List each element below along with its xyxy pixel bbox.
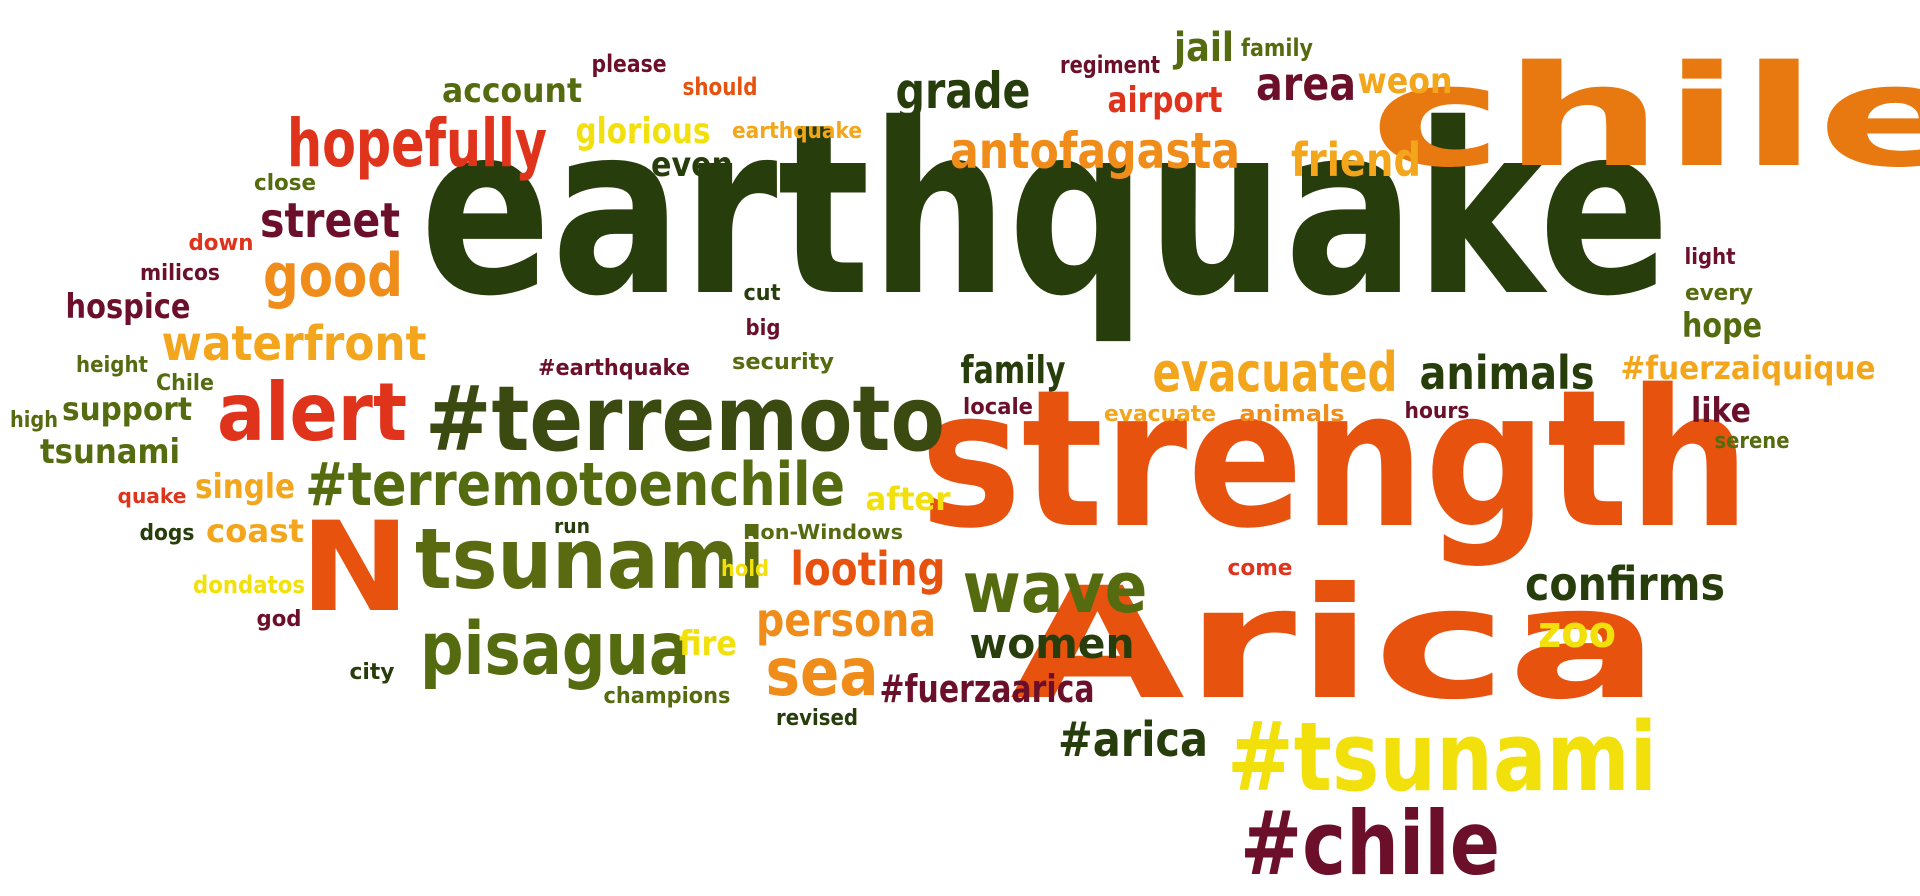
cloud-word: jail bbox=[1172, 25, 1234, 71]
cloud-word: strength bbox=[920, 349, 1750, 570]
cloud-word: airport bbox=[1108, 80, 1223, 121]
cloud-word: good bbox=[263, 241, 403, 311]
cloud-word: family bbox=[961, 348, 1066, 392]
cloud-word: women bbox=[970, 619, 1135, 668]
cloud-word: dogs bbox=[140, 521, 195, 546]
cloud-word: Chile bbox=[156, 371, 214, 396]
cloud-word: antofagasta bbox=[950, 122, 1240, 180]
cloud-word: big bbox=[746, 316, 781, 341]
cloud-word: #fuerzaiquique bbox=[1621, 349, 1876, 387]
cloud-word: looting bbox=[791, 542, 946, 596]
cloud-word: single bbox=[195, 467, 295, 507]
cloud-word: even bbox=[651, 145, 733, 185]
cloud-word: friend bbox=[1291, 133, 1421, 187]
cloud-word: street bbox=[260, 193, 400, 249]
cloud-word: #earthquake bbox=[538, 356, 690, 381]
cloud-word: height bbox=[76, 353, 148, 378]
cloud-word: after bbox=[866, 480, 951, 518]
cloud-word: hope bbox=[1682, 306, 1762, 346]
cloud-word: milicos bbox=[140, 261, 220, 286]
cloud-word: cut bbox=[744, 281, 781, 306]
cloud-word: quake bbox=[118, 484, 187, 508]
cloud-word: should bbox=[683, 73, 758, 101]
cloud-word: like bbox=[1691, 391, 1751, 431]
cloud-word: N bbox=[300, 496, 410, 640]
cloud-word: Arica bbox=[1010, 555, 1660, 734]
cloud-word: down bbox=[189, 231, 254, 256]
cloud-word: account bbox=[442, 71, 582, 111]
cloud-word: #tsunami bbox=[1227, 703, 1657, 813]
cloud-word: #terremoto bbox=[425, 367, 945, 472]
cloud-word: #chile bbox=[1240, 792, 1500, 895]
cloud-word: sea bbox=[766, 634, 879, 711]
cloud-word: glorious bbox=[576, 111, 711, 152]
cloud-word: hopefully bbox=[287, 105, 547, 182]
cloud-word: every bbox=[1685, 281, 1753, 306]
cloud-word: animals bbox=[1420, 346, 1595, 400]
cloud-word: pisagua bbox=[420, 607, 690, 692]
cloud-word: zoo bbox=[1538, 607, 1616, 658]
cloud-word: confirms bbox=[1525, 557, 1725, 611]
cloud-word: come bbox=[1228, 556, 1293, 581]
cloud-word: locale bbox=[963, 395, 1033, 420]
cloud-word: high bbox=[10, 408, 58, 433]
cloud-word: tsunami bbox=[40, 432, 180, 472]
cloud-word: area bbox=[1256, 57, 1356, 111]
cloud-word: close bbox=[254, 171, 316, 196]
cloud-word: family bbox=[1241, 34, 1313, 62]
cloud-word: god bbox=[257, 607, 302, 632]
cloud-word: alert bbox=[217, 366, 407, 459]
cloud-word: evacuate bbox=[1104, 402, 1216, 427]
cloud-word: #fuerzaarica bbox=[880, 667, 1095, 711]
cloud-word: earthquake bbox=[732, 119, 862, 144]
cloud-word: tsunami bbox=[415, 510, 765, 608]
cloud-word: light bbox=[1685, 245, 1736, 270]
cloud-word: champions bbox=[604, 684, 731, 709]
cloud-word: waterfront bbox=[162, 316, 427, 372]
cloud-word: city bbox=[350, 660, 395, 685]
cloud-word: revised bbox=[776, 706, 858, 731]
cloud-word: fire bbox=[679, 624, 737, 664]
cloud-word: chile bbox=[1370, 36, 1920, 199]
cloud-word: please bbox=[592, 50, 667, 78]
cloud-word: coast bbox=[206, 512, 304, 550]
cloud-word: hours bbox=[1405, 399, 1470, 424]
cloud-word: hold bbox=[721, 557, 769, 582]
cloud-word: wave bbox=[963, 547, 1148, 629]
cloud-word: serene bbox=[1715, 429, 1790, 454]
cloud-word: run bbox=[554, 514, 590, 538]
cloud-word: #terremotoenchile bbox=[305, 450, 845, 520]
cloud-word: hospice bbox=[66, 287, 191, 327]
cloud-word: earthquake bbox=[420, 73, 1670, 348]
cloud-word: regiment bbox=[1060, 51, 1160, 79]
cloud-word: persona bbox=[756, 593, 936, 647]
cloud-word: weon bbox=[1358, 61, 1453, 102]
cloud-word: animals bbox=[1240, 402, 1345, 427]
cloud-word: support bbox=[62, 390, 192, 428]
cloud-word: dondatos bbox=[193, 571, 305, 599]
cloud-word: grade bbox=[896, 62, 1031, 120]
cloud-word: Non-Windows bbox=[743, 520, 903, 544]
cloud-word: #arica bbox=[1058, 712, 1208, 768]
cloud-word: security bbox=[732, 350, 834, 375]
cloud-word: evacuated bbox=[1153, 341, 1398, 404]
